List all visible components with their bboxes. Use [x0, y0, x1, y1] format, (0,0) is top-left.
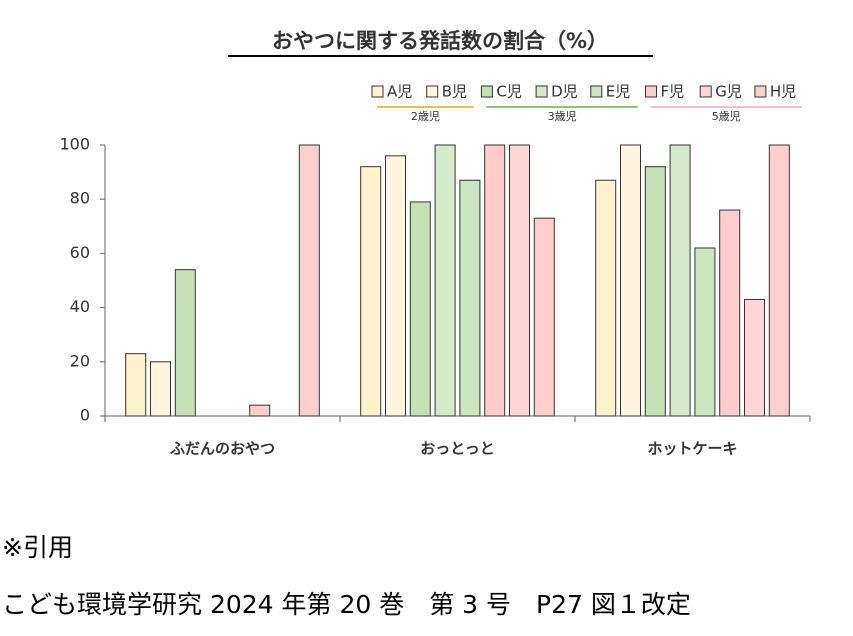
- bar: [174, 269, 196, 417]
- legend-swatch: [590, 85, 603, 98]
- legend-label: G児: [715, 83, 742, 101]
- bar: [533, 217, 555, 417]
- legend-label: F児: [661, 83, 685, 101]
- bar: [509, 144, 530, 417]
- legend-group-label: 5歳児: [712, 110, 741, 123]
- legend-swatch: [371, 85, 384, 98]
- bar: [125, 353, 147, 417]
- legend-group-label: 3歳児: [548, 110, 577, 123]
- bar: [694, 247, 716, 417]
- legend-swatch: [426, 85, 439, 98]
- legend-group-label: 2歳児: [411, 110, 440, 123]
- x-tick-label: ホットケーキ: [647, 440, 737, 458]
- legend-swatch: [645, 85, 657, 98]
- legend-label: D児: [551, 83, 578, 101]
- bar: [360, 166, 382, 417]
- legend-swatch: [699, 85, 712, 98]
- legend-swatch: [480, 85, 493, 98]
- legend-label: B児: [442, 83, 467, 101]
- chart: おやつに関する発話数の割合（%） 0 20 40 60 80 100 ふだんのおやつ おっとっ…: [59, 29, 811, 458]
- bar: [768, 144, 790, 417]
- chart-title: おやつに関する発話数の割合（%）: [272, 29, 608, 53]
- y-tick-label: 80: [70, 189, 90, 208]
- x-tick-label: ふだんのおやつ: [170, 440, 275, 458]
- x-tick-label: おっとっと: [420, 440, 495, 458]
- bar: [409, 201, 431, 417]
- bar: [644, 166, 666, 417]
- bar: [298, 144, 320, 417]
- legend-label: H児: [770, 83, 796, 101]
- bar: [249, 404, 271, 417]
- bar: [719, 209, 741, 417]
- bar: [484, 144, 506, 417]
- y-tick-label: 100: [59, 135, 90, 154]
- bar: [434, 144, 456, 417]
- bar: [459, 179, 481, 417]
- bar: [669, 144, 691, 417]
- legend-label: E児: [606, 83, 630, 101]
- bar: [595, 179, 617, 417]
- note: こども環境学研究 2024 年第 20 巻 第 3 号 P27 図１改定: [2, 590, 691, 619]
- note: ※引用: [2, 533, 73, 562]
- bar: [385, 155, 406, 417]
- y-tick-label: 60: [70, 243, 90, 262]
- bar: [744, 298, 765, 417]
- bar: [150, 361, 171, 417]
- bar: [620, 144, 641, 417]
- y-tick-label: 20: [70, 351, 90, 370]
- y-tick-label: 0: [80, 406, 90, 425]
- legend-swatch: [754, 85, 767, 98]
- y-tick-label: 40: [70, 297, 90, 316]
- legend-label: A児: [387, 83, 412, 101]
- legend-label: C児: [496, 83, 521, 101]
- legend-swatch: [535, 85, 548, 98]
